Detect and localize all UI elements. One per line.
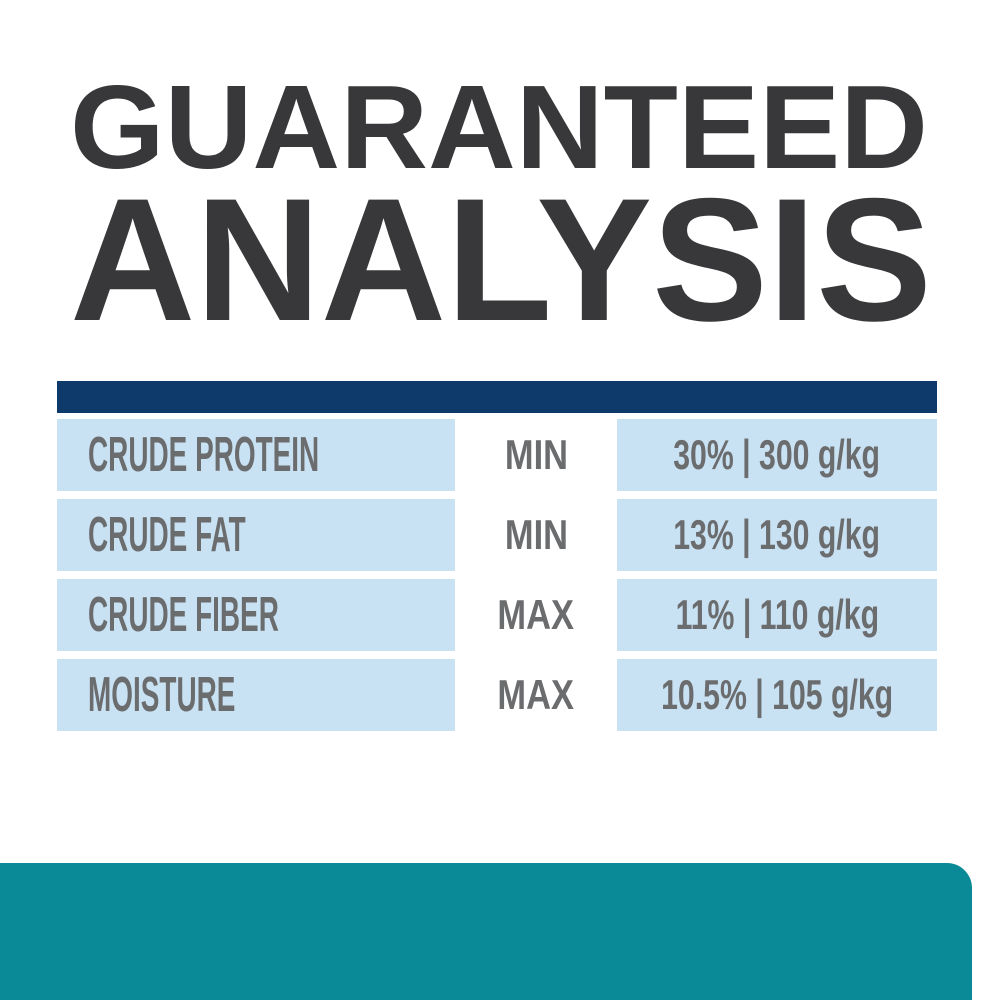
table-row-crude-fiber: CRUDE FIBER MAX 11% | 110 g/kg [57, 579, 937, 651]
nutrient-value: 10.5% | 105 g/kg [660, 671, 894, 718]
table-header-bar [57, 381, 937, 413]
qualifier-cell: MIN [455, 419, 617, 491]
nutrient-value: 30% | 300 g/kg [673, 431, 881, 478]
qualifier-cell: MIN [455, 499, 617, 571]
nutrient-value-cell: 11% | 110 g/kg [617, 579, 937, 651]
nutrient-name: MOISTURE [88, 667, 236, 722]
nutrient-label-cell: CRUDE FAT [57, 499, 455, 571]
analysis-table: CRUDE PROTEIN MIN 30% | 300 g/kg CRUDE F… [57, 381, 937, 739]
nutrient-value-cell: 13% | 130 g/kg [617, 499, 937, 571]
qualifier-min-max: MAX [497, 591, 575, 638]
nutrient-name: CRUDE PROTEIN [88, 427, 320, 482]
nutrient-value-cell: 30% | 300 g/kg [617, 419, 937, 491]
qualifier-cell: MAX [455, 579, 617, 651]
qualifier-min-max: MIN [504, 431, 568, 478]
nutrient-label-cell: CRUDE FIBER [57, 579, 455, 651]
page-title-line2: ANALYSIS [70, 163, 932, 328]
nutrient-label-cell: MOISTURE [57, 659, 455, 731]
nutrient-value: 13% | 130 g/kg [673, 511, 881, 558]
page-title: GUARANTEED ANALYSIS [70, 78, 932, 328]
table-row-moisture: MOISTURE MAX 10.5% | 105 g/kg [57, 659, 937, 731]
qualifier-min-max: MIN [504, 511, 568, 558]
bottom-accent-bar [0, 863, 972, 1000]
nutrient-value-cell: 10.5% | 105 g/kg [617, 659, 937, 731]
nutrient-name: CRUDE FAT [88, 507, 246, 562]
page-title-line1: GUARANTEED [70, 78, 928, 194]
nutrient-value: 11% | 110 g/kg [675, 591, 879, 638]
qualifier-min-max: MAX [497, 671, 575, 718]
nutrient-name: CRUDE FIBER [88, 587, 279, 642]
table-row-crude-fat: CRUDE FAT MIN 13% | 130 g/kg [57, 499, 937, 571]
nutrient-label-cell: CRUDE PROTEIN [57, 419, 455, 491]
table-row-crude-protein: CRUDE PROTEIN MIN 30% | 300 g/kg [57, 419, 937, 491]
qualifier-cell: MAX [455, 659, 617, 731]
